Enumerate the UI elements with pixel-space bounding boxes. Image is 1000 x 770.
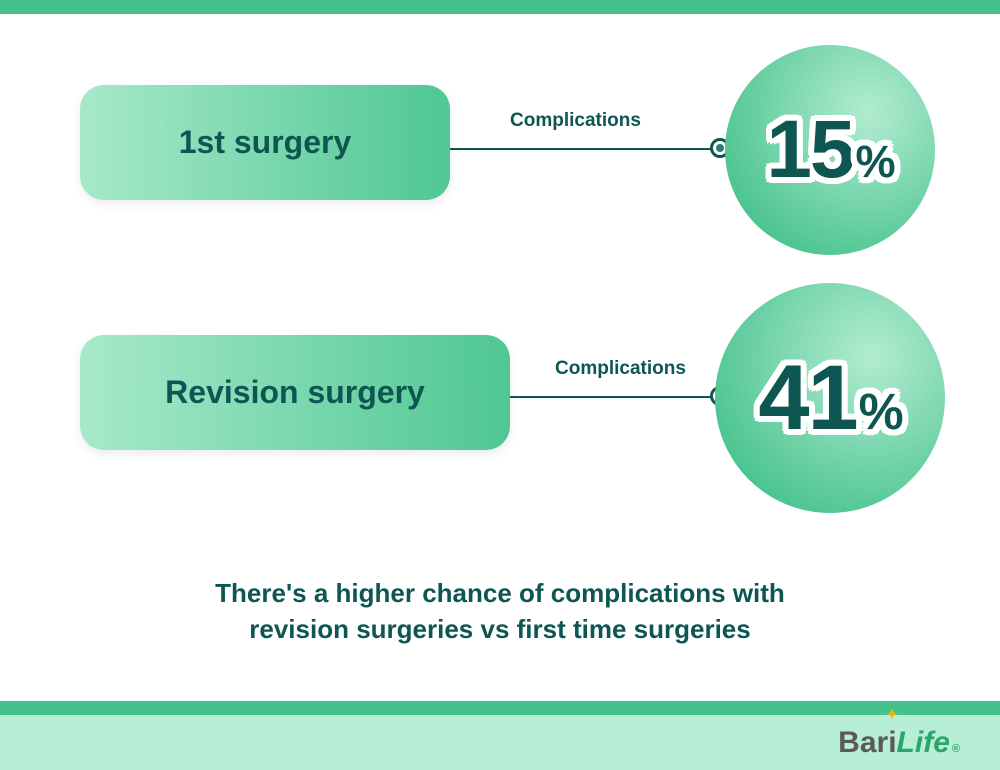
- pct-sign: %: [859, 382, 902, 441]
- logo-accent-icon: i: [888, 726, 896, 760]
- bubble-first-surgery: 15%: [725, 45, 935, 255]
- connector-label-revision: Complications: [555, 358, 686, 380]
- pill-revision-surgery: Revision surgery: [80, 335, 510, 450]
- barilife-logo: BariLife®: [838, 726, 960, 760]
- caption-line2: revision surgeries vs first time surgeri…: [0, 611, 1000, 647]
- caption: There's a higher chance of complications…: [0, 575, 1000, 648]
- pct-number: 15: [766, 103, 853, 197]
- top-accent-bar: [0, 0, 1000, 14]
- logo-life: Life: [897, 726, 950, 760]
- connector-label-first: Complications: [510, 110, 641, 132]
- logo-reg: ®: [952, 743, 960, 755]
- pill-first-surgery: 1st surgery: [80, 85, 450, 200]
- pill-label: 1st surgery: [179, 124, 352, 161]
- pct-value: 41%: [758, 346, 901, 451]
- pct-sign: %: [856, 136, 894, 188]
- bubble-revision-surgery: 41%: [715, 283, 945, 513]
- footer-strip: BariLife®: [0, 715, 1000, 770]
- connector-line-revision: [510, 396, 720, 398]
- bottom-accent-bar: [0, 701, 1000, 715]
- pct-number: 41: [758, 346, 856, 451]
- pill-label: Revision surgery: [165, 374, 425, 411]
- caption-line1: There's a higher chance of complications…: [0, 575, 1000, 611]
- connector-line-first: [450, 148, 720, 150]
- logo-bari: Bar: [838, 726, 888, 760]
- pct-value: 15%: [766, 103, 893, 197]
